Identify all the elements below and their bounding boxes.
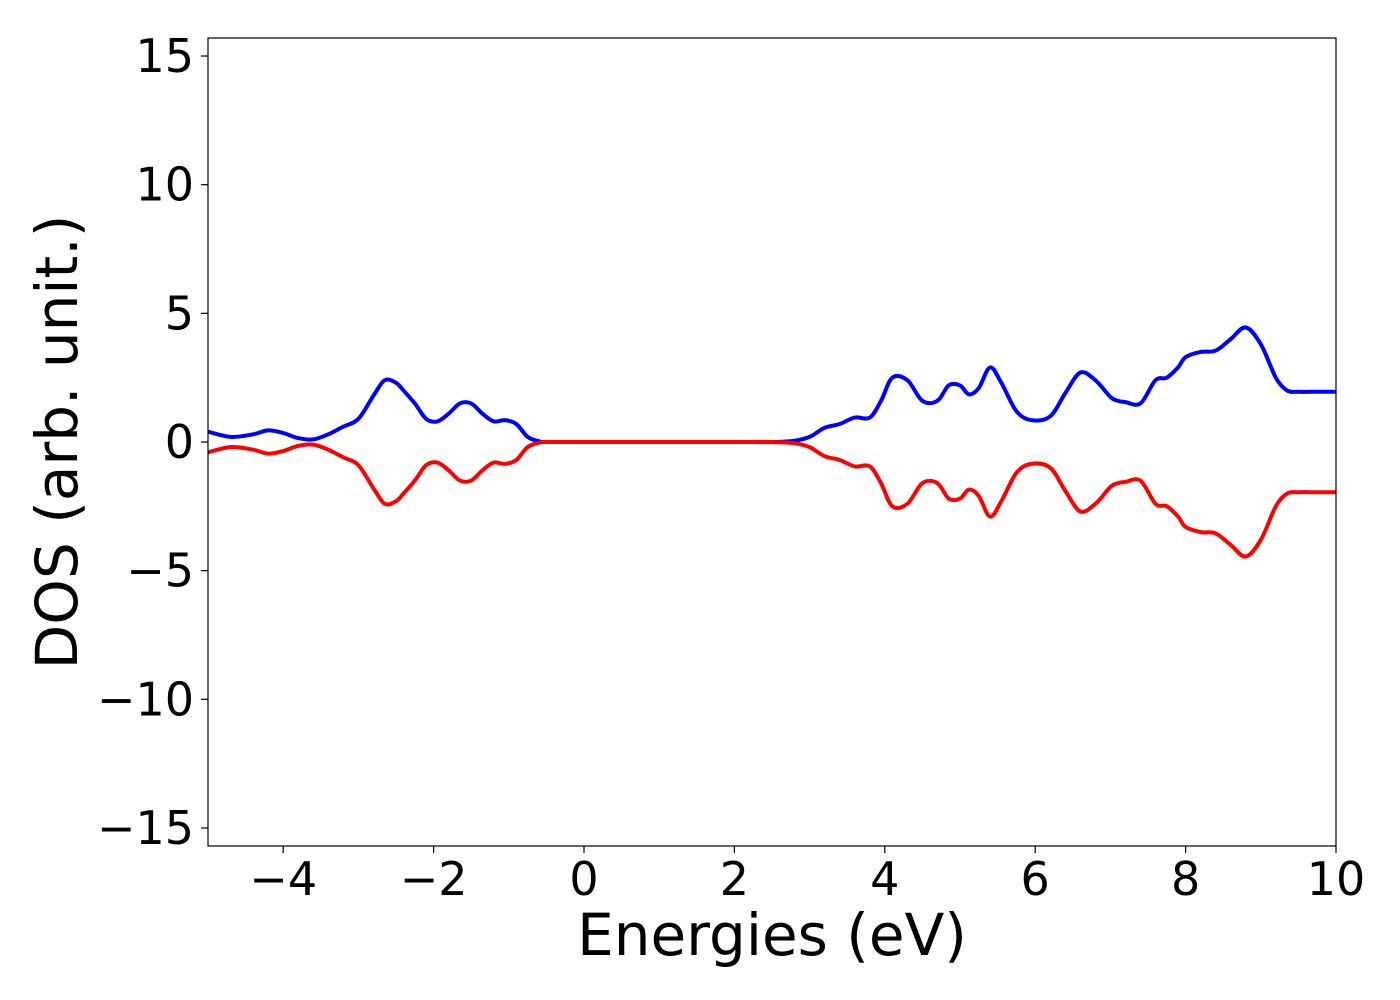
x-tick-label: 0: [569, 852, 598, 906]
x-tick-label: −4: [249, 852, 317, 906]
y-tick-label: −15: [97, 801, 194, 855]
y-axis-label: DOS (arb. unit.): [23, 215, 91, 670]
series-layer: [208, 325, 1336, 559]
x-tick-label: 8: [1171, 852, 1200, 906]
x-axis: −4 −2 0 2 4 6 8 10: [249, 846, 1365, 906]
y-tick-label: −10: [97, 672, 194, 726]
y-tick-label: −5: [126, 544, 194, 598]
x-axis-label: Energies (eV): [577, 901, 967, 969]
x-tick-label: 2: [720, 852, 749, 906]
x-tick-label: 6: [1021, 852, 1050, 906]
dos-series-line-down: [208, 439, 1336, 559]
y-axis: 15 10 5 0 −5 −10 −15: [97, 29, 208, 855]
y-tick-label: 0: [165, 415, 194, 469]
dos-series-line-up: [208, 325, 1336, 445]
x-tick-label: 4: [870, 852, 899, 906]
x-tick-label: 10: [1307, 852, 1366, 906]
x-tick-label: −2: [400, 852, 468, 906]
y-tick-label: 15: [135, 29, 194, 83]
y-tick-label: 10: [135, 158, 194, 212]
y-tick-label: 5: [165, 286, 194, 340]
